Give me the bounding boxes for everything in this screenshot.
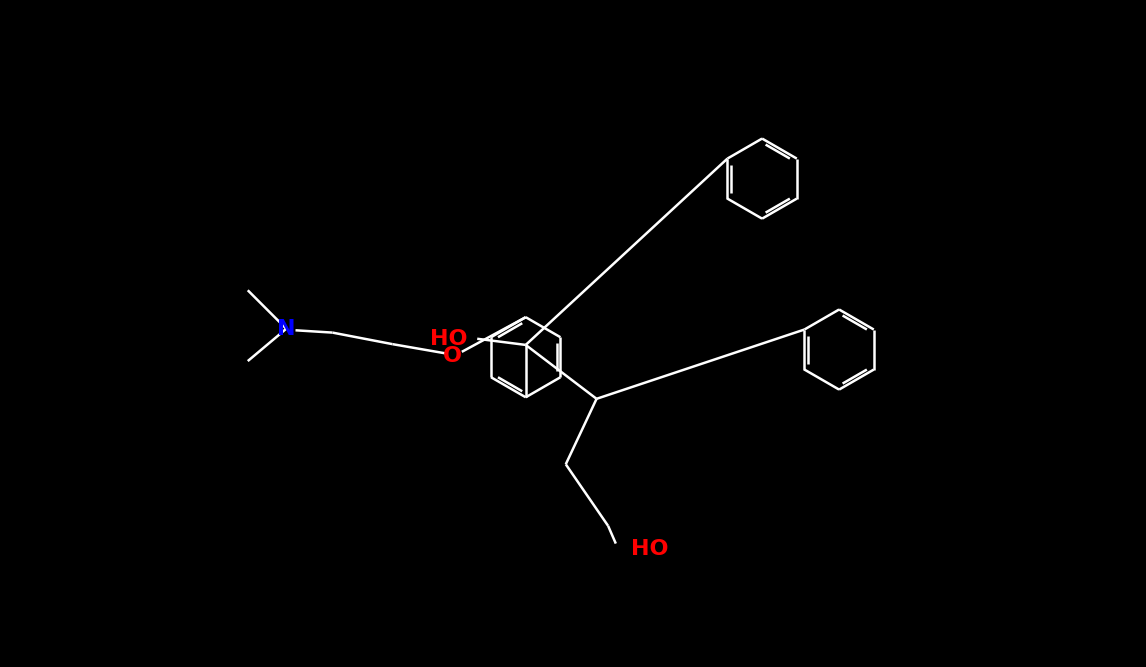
Text: HO: HO <box>430 329 468 349</box>
Text: N: N <box>277 319 296 339</box>
Text: O: O <box>444 346 462 366</box>
Text: HO: HO <box>631 539 669 559</box>
